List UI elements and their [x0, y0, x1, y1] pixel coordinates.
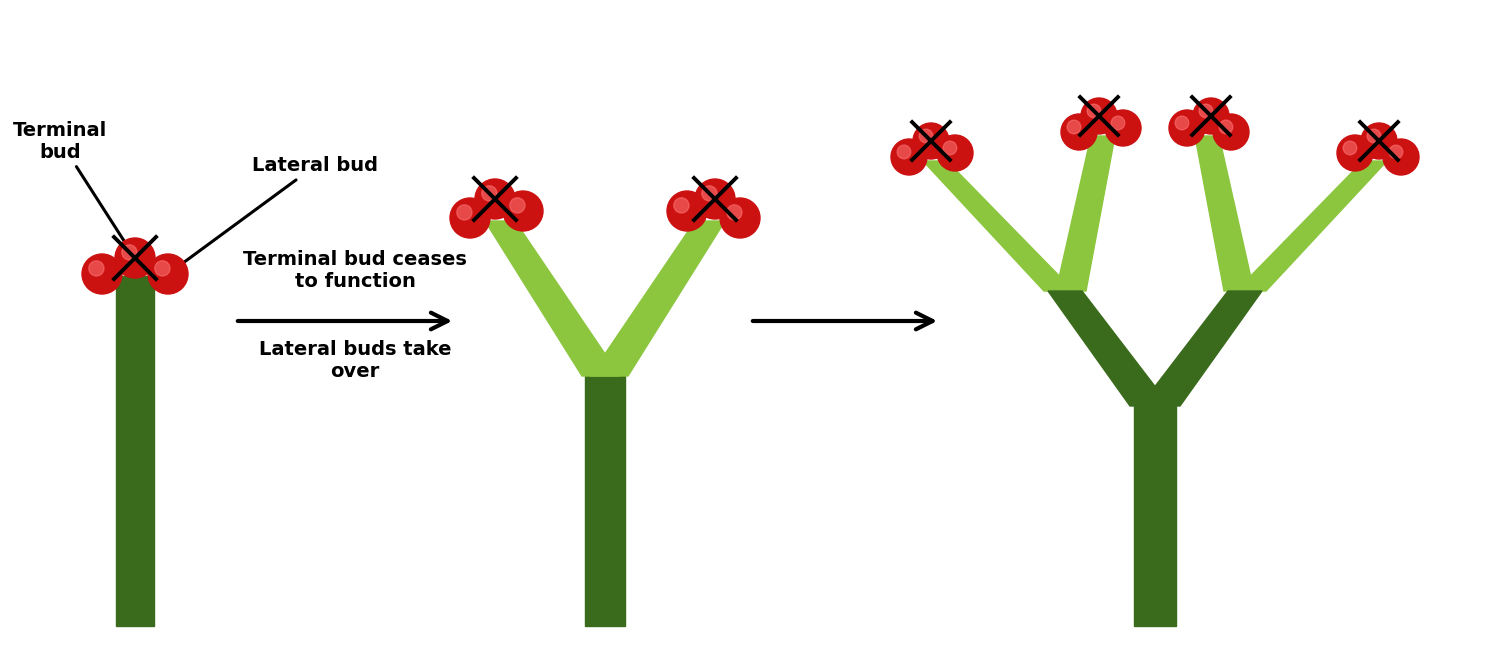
Circle shape [154, 261, 170, 276]
Circle shape [450, 198, 491, 238]
Polygon shape [1056, 136, 1114, 291]
Circle shape [720, 198, 760, 238]
Bar [116, 276, 154, 626]
Circle shape [458, 205, 472, 220]
Circle shape [1066, 120, 1082, 134]
Polygon shape [1196, 136, 1254, 291]
Circle shape [1366, 129, 1382, 143]
Circle shape [1360, 123, 1396, 159]
Circle shape [1220, 120, 1233, 134]
Circle shape [1336, 135, 1372, 171]
Circle shape [920, 129, 933, 143]
Polygon shape [922, 161, 1074, 291]
Circle shape [1214, 114, 1249, 150]
Circle shape [1174, 116, 1190, 130]
Text: Terminal bud ceases
to function: Terminal bud ceases to function [243, 251, 466, 291]
Circle shape [1112, 116, 1125, 130]
Circle shape [1088, 104, 1101, 118]
Text: Terminal
bud: Terminal bud [13, 121, 132, 253]
Circle shape [938, 135, 974, 171]
Circle shape [674, 198, 688, 213]
Polygon shape [1048, 291, 1170, 406]
Circle shape [1106, 110, 1142, 146]
Circle shape [148, 254, 188, 294]
Circle shape [88, 261, 104, 276]
Circle shape [503, 191, 543, 231]
Circle shape [476, 179, 514, 219]
Text: Lateral buds take
over: Lateral buds take over [258, 340, 452, 382]
Circle shape [1082, 98, 1118, 134]
Circle shape [694, 179, 735, 219]
Polygon shape [1236, 161, 1388, 291]
Circle shape [1383, 139, 1419, 175]
Bar [1134, 406, 1176, 626]
Circle shape [1342, 141, 1358, 155]
Circle shape [1060, 114, 1096, 150]
Polygon shape [590, 221, 724, 376]
Bar [585, 376, 626, 626]
Circle shape [944, 141, 957, 155]
Circle shape [82, 254, 122, 294]
Circle shape [668, 191, 706, 231]
Circle shape [702, 186, 717, 201]
Circle shape [1389, 145, 1402, 159]
Circle shape [116, 238, 154, 278]
Circle shape [1192, 98, 1228, 134]
Circle shape [897, 145, 910, 159]
Polygon shape [1140, 291, 1262, 406]
Circle shape [482, 186, 496, 201]
Circle shape [1198, 104, 1214, 118]
Circle shape [914, 123, 950, 159]
Circle shape [122, 245, 136, 260]
Circle shape [510, 198, 525, 213]
Circle shape [891, 139, 927, 175]
Text: Lateral bud: Lateral bud [172, 157, 378, 270]
Polygon shape [484, 221, 620, 376]
Circle shape [728, 205, 742, 220]
Circle shape [1168, 110, 1204, 146]
